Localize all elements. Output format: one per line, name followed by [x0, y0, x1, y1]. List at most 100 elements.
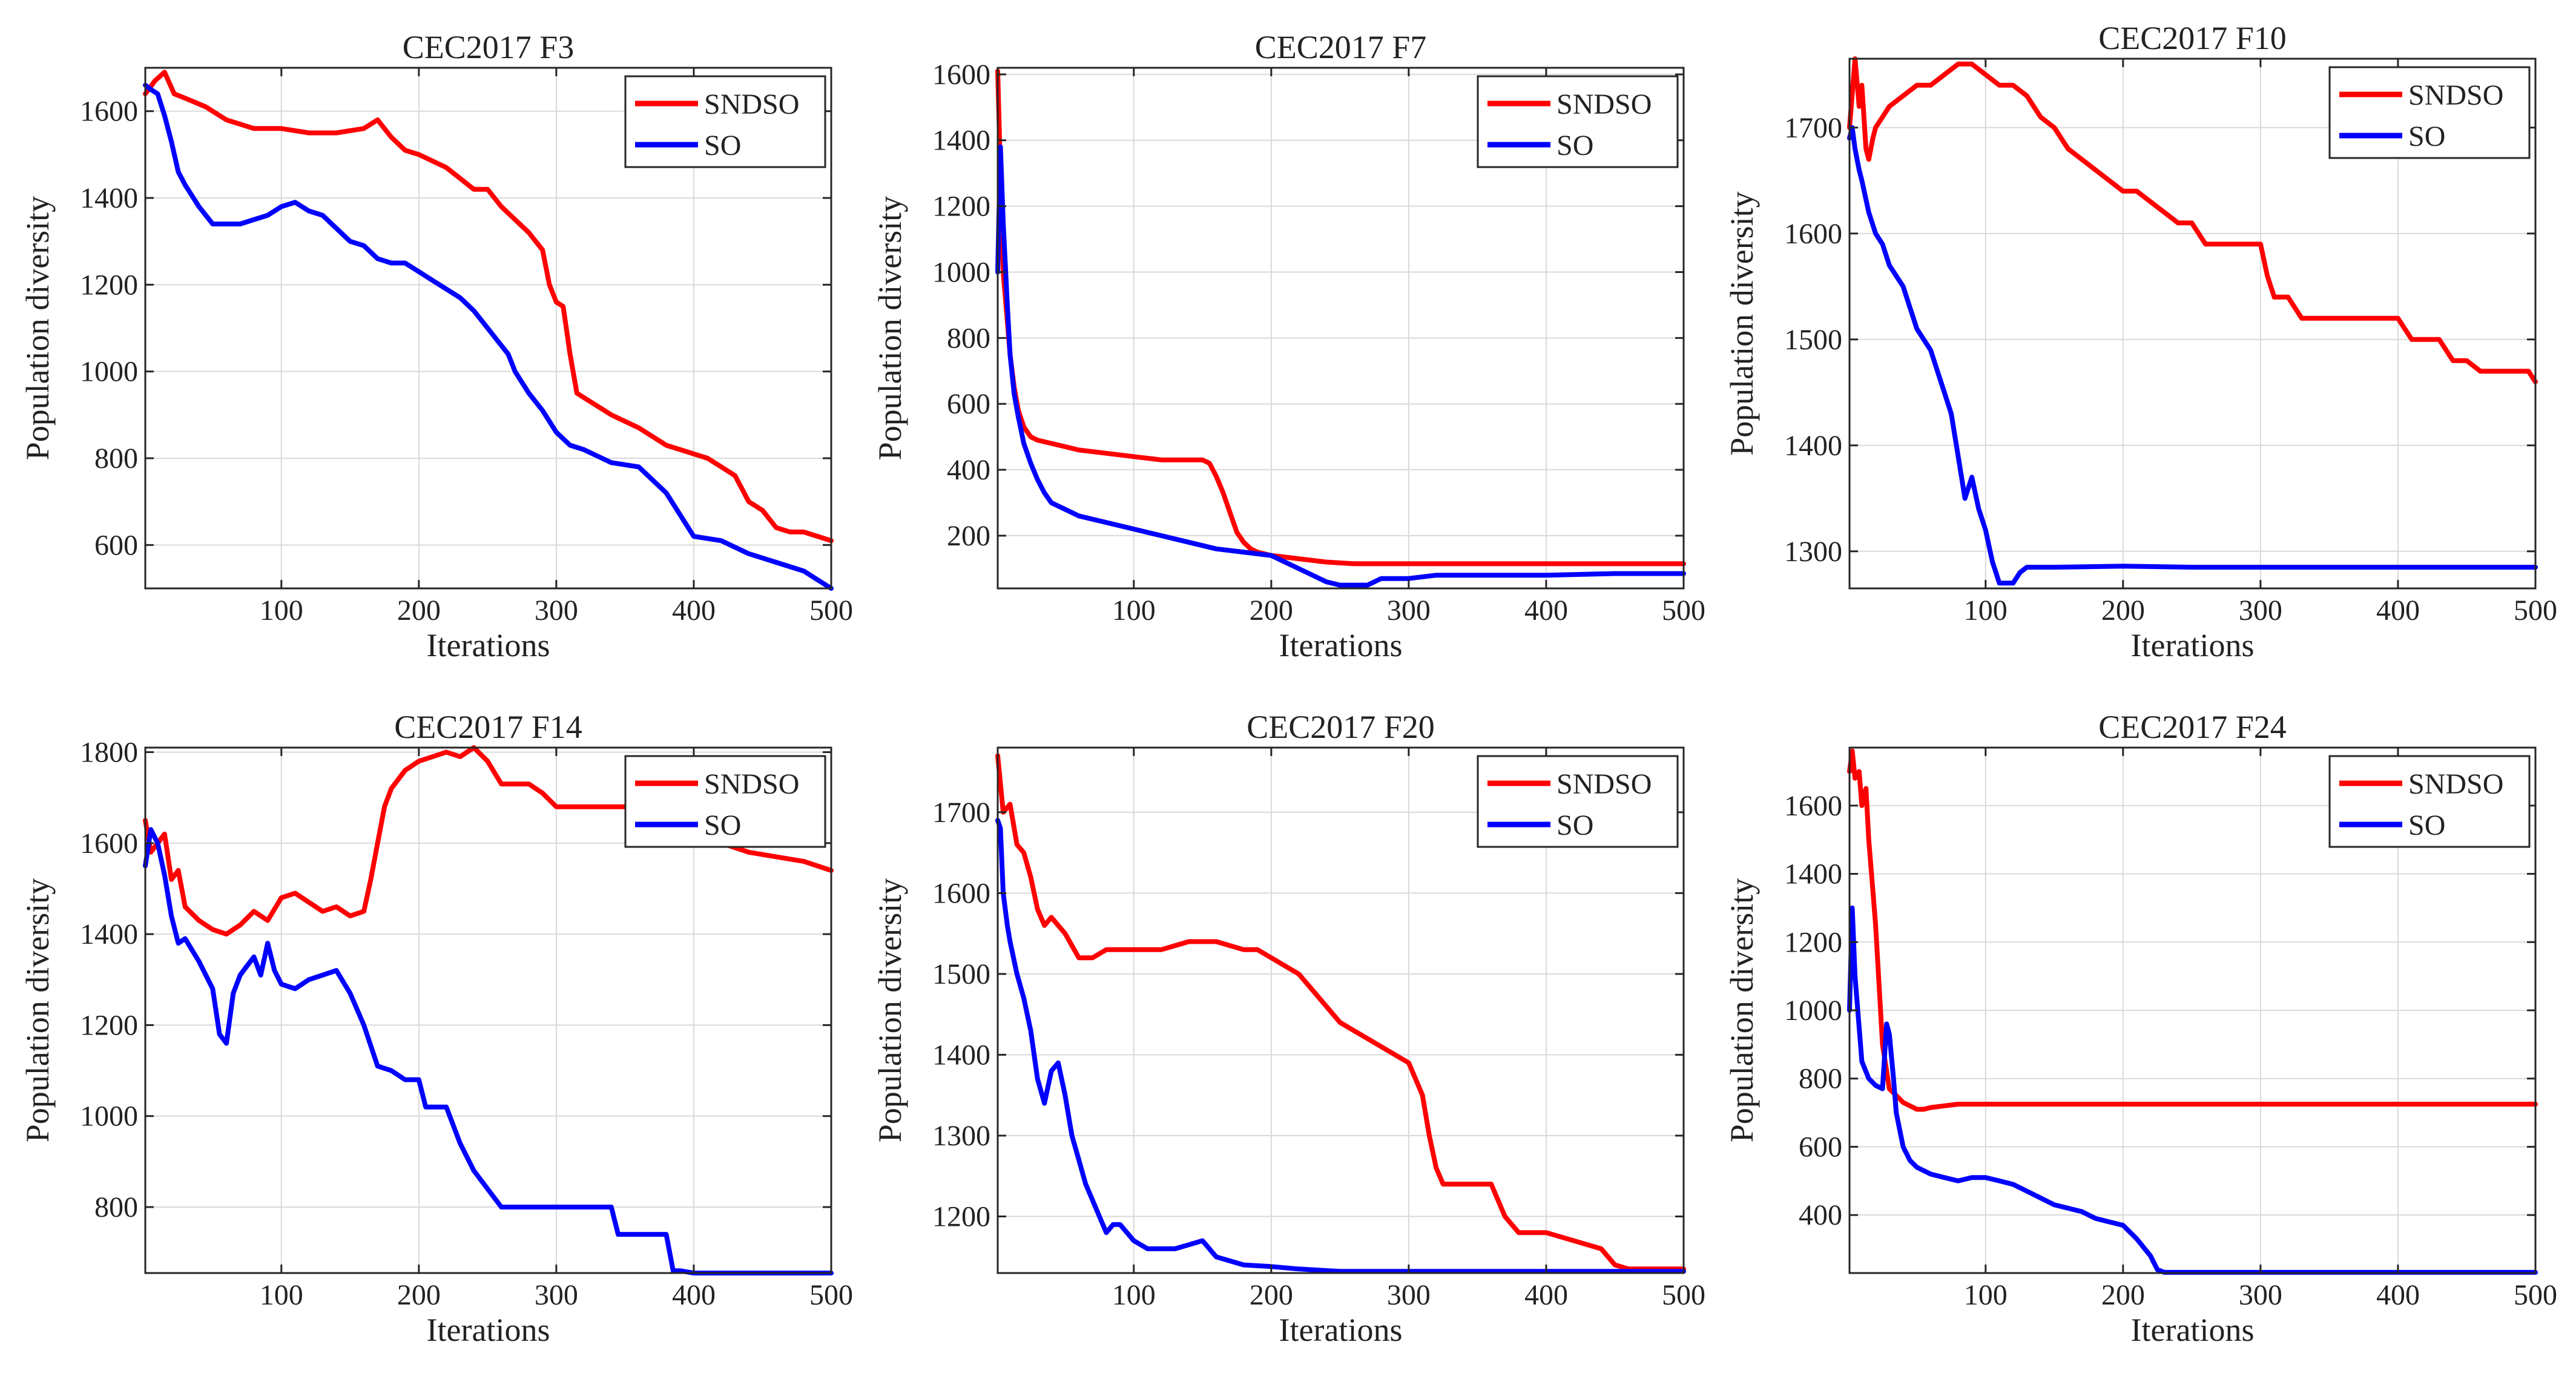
x-tick-label: 200 — [1250, 594, 1293, 627]
x-tick-label: 500 — [1662, 594, 1705, 627]
chart-cec2017-f7: 100 200 300 400 500 200 400 600 800 1000 1200 1400 1… — [872, 29, 1705, 663]
y-tick-label: 1000 — [80, 1101, 138, 1133]
legend-label-so: SO — [2408, 809, 2445, 841]
legend-box — [2328, 755, 2531, 848]
y-tick-label: 1000 — [932, 256, 990, 288]
legend: SNDSO SO — [2328, 755, 2531, 848]
x-tick-label: 500 — [809, 1279, 853, 1311]
x-tick-label: 200 — [2101, 1279, 2145, 1311]
y-tick-label: 1600 — [932, 59, 990, 91]
legend-label-so: SO — [2408, 120, 2445, 153]
x-tick-label: 400 — [672, 594, 716, 627]
legend-box — [2328, 66, 2531, 159]
y-tick-label: 1400 — [80, 918, 138, 950]
axes-box — [1848, 58, 2537, 590]
series-line-so — [143, 82, 834, 591]
x-tick-label: 100 — [1112, 1279, 1156, 1311]
y-tick-label: 1600 — [1784, 790, 1842, 822]
legend-label-so: SO — [1556, 809, 1593, 841]
x-tick-label: 400 — [2376, 1279, 2420, 1311]
legend-label-sndso: SNDSO — [1556, 88, 1652, 120]
y-axis-label: Population diversity — [1724, 191, 1760, 455]
series-line-so — [995, 818, 1686, 1274]
y-tick-label: 1300 — [932, 1120, 990, 1152]
x-axis-label: Iterations — [2131, 1312, 2255, 1348]
series-line-sndso — [1847, 748, 2538, 1112]
legend-box — [624, 75, 826, 168]
chart-cec2017-f3: 100 200 300 400 500 600 800 1000 1200 1400 1600 CEC… — [19, 29, 853, 663]
legend-box — [1477, 755, 1679, 848]
y-tick-label: 400 — [1799, 1199, 1842, 1231]
y-tick-label: 600 — [1799, 1131, 1842, 1163]
legend-label-so: SO — [704, 130, 741, 162]
legend-label-sndso: SNDSO — [704, 768, 799, 800]
chart-cec2017-f24: 100 200 300 400 500 400 600 800 1000 1200 1400 1600… — [1724, 709, 2557, 1348]
legend-box — [624, 755, 826, 848]
y-tick-label: 1600 — [80, 828, 138, 860]
y-tick-label: 1400 — [932, 1039, 990, 1071]
chart-title: CEC2017 F7 — [1255, 29, 1427, 65]
y-tick-label: 1400 — [1784, 858, 1842, 890]
x-axis-label: Iterations — [1279, 1312, 1403, 1348]
y-axis-label: Population diversity — [872, 196, 908, 460]
legend: SNDSO SO — [624, 75, 826, 168]
chart-cec2017-f10: 100 200 300 400 500 1300 1400 1500 1600 1700 CEC20… — [1724, 20, 2557, 663]
y-tick-label: 1200 — [932, 1201, 990, 1233]
chart-title: CEC2017 F10 — [2098, 20, 2287, 56]
x-tick-label: 200 — [2101, 594, 2145, 627]
y-axis-label: Population diversity — [19, 878, 56, 1142]
series-line-sndso — [995, 753, 1686, 1272]
x-tick-label: 300 — [1387, 1279, 1431, 1311]
x-tick-label: 500 — [2514, 594, 2557, 627]
y-tick-label: 1500 — [932, 958, 990, 990]
x-tick-label: 200 — [397, 1279, 441, 1311]
x-tick-label: 100 — [1964, 594, 2008, 627]
y-tick-label: 1200 — [80, 269, 138, 301]
x-axis-label: Iterations — [2131, 627, 2255, 663]
x-tick-label: 300 — [535, 594, 578, 627]
x-tick-label: 400 — [2376, 594, 2420, 627]
axes-box — [144, 67, 832, 590]
axes-box — [996, 67, 1685, 590]
legend: SNDSO SO — [1477, 75, 1679, 168]
y-tick-label: 1700 — [1784, 112, 1842, 144]
legend-label-sndso: SNDSO — [2408, 768, 2503, 800]
y-tick-label: 1600 — [80, 96, 138, 128]
x-tick-label: 300 — [535, 1279, 578, 1311]
y-tick-label: 600 — [94, 529, 138, 561]
axes-box — [144, 746, 832, 1274]
legend-label-so: SO — [704, 809, 741, 841]
x-tick-label: 300 — [1387, 594, 1431, 627]
x-tick-label: 400 — [1524, 1279, 1568, 1311]
axes-box — [996, 746, 1685, 1274]
series-line-so — [143, 827, 834, 1275]
series-line-so — [995, 144, 1686, 588]
y-tick-label: 1200 — [80, 1009, 138, 1041]
legend-label-so: SO — [1556, 130, 1593, 162]
x-tick-label: 200 — [397, 594, 441, 627]
series-line-sndso — [1847, 56, 2538, 384]
y-axis-label: Population diversity — [872, 878, 908, 1142]
y-tick-label: 800 — [947, 322, 990, 354]
y-tick-label: 800 — [94, 1191, 138, 1223]
y-tick-label: 1200 — [1784, 926, 1842, 958]
y-tick-label: 800 — [1799, 1063, 1842, 1095]
y-tick-label: 800 — [94, 443, 138, 475]
x-tick-label: 400 — [1524, 594, 1568, 627]
x-axis-label: Iterations — [427, 627, 550, 663]
x-tick-label: 100 — [260, 1279, 303, 1311]
series-line-so — [1847, 125, 2538, 586]
y-tick-label: 600 — [947, 388, 990, 420]
y-tick-label: 1000 — [80, 356, 138, 388]
x-tick-label: 500 — [809, 594, 853, 627]
legend-label-sndso: SNDSO — [704, 88, 799, 120]
chart-title: CEC2017 F20 — [1247, 709, 1435, 745]
y-tick-label: 1700 — [932, 797, 990, 829]
chart-title: CEC2017 F14 — [394, 709, 582, 745]
x-tick-label: 100 — [1112, 594, 1156, 627]
x-tick-label: 300 — [2239, 594, 2282, 627]
y-tick-label: 1300 — [1784, 536, 1842, 568]
y-axis-label: Population diversity — [19, 196, 56, 460]
x-tick-label: 500 — [2514, 1279, 2557, 1311]
x-axis-label: Iterations — [427, 1312, 550, 1348]
